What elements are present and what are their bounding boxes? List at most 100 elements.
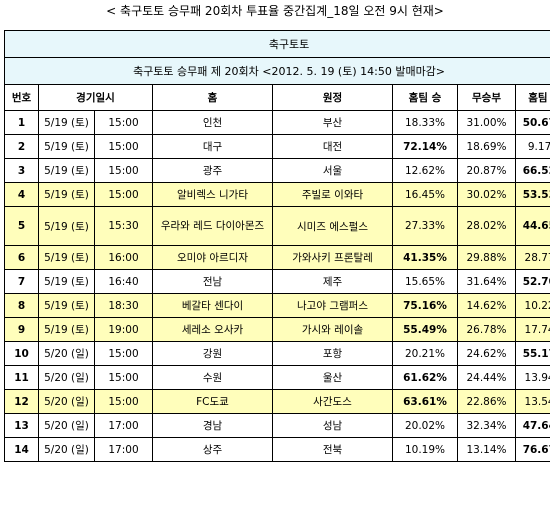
cell-home-win: 20.02% xyxy=(392,413,458,438)
cell-home-lose: 47.64% xyxy=(514,413,550,438)
cell-time: 15:00 xyxy=(94,134,153,159)
cell-date: 5/19 (토) xyxy=(38,293,95,318)
cell-number: 9 xyxy=(4,317,39,342)
cell-draw: 31.64% xyxy=(457,269,516,294)
cell-draw: 24.62% xyxy=(457,341,516,366)
cell-number: 4 xyxy=(4,182,39,207)
cell-draw: 18.69% xyxy=(457,134,516,159)
cell-number: 12 xyxy=(4,389,39,414)
cell-date: 5/20 (일) xyxy=(38,437,95,462)
cell-draw: 30.02% xyxy=(457,182,516,207)
cell-date: 5/19 (토) xyxy=(38,317,95,342)
cell-home-team: 알비렉스 니가타 xyxy=(152,182,273,207)
table-row: 5 5/19 (토) 15:30 우라와 레드 다이아몬즈 시미즈 에스펄스 27.33%… xyxy=(4,206,550,246)
cell-home-team: 베갈타 센다이 xyxy=(152,293,273,318)
cell-home-team: 강원 xyxy=(152,341,273,366)
cell-away-team: 나고야 그램퍼스 xyxy=(272,293,393,318)
cell-home-lose: 28.77% xyxy=(514,245,550,270)
table-title: 축구토토 xyxy=(3,30,550,58)
cell-home-win: 63.61% xyxy=(392,389,458,414)
cell-time: 15:00 xyxy=(94,341,153,366)
cell-away-team: 성남 xyxy=(272,413,393,438)
cell-home-win: 16.45% xyxy=(392,182,458,207)
cell-away-team: 전북 xyxy=(272,437,393,462)
cell-home-lose: 13.54% xyxy=(514,389,550,414)
cell-away-team: 주빌로 이와타 xyxy=(272,182,393,207)
cell-home-win: 61.62% xyxy=(392,365,458,390)
cell-home-win: 55.49% xyxy=(392,317,458,342)
cell-home-lose: 66.52% xyxy=(514,158,550,183)
table-row: 125/20 (일)15:00FC도쿄사간도스63.61%22.86%13.54… xyxy=(4,389,550,414)
header-home-lose: 홈팀 패 xyxy=(514,84,550,111)
cell-number: 13 xyxy=(4,413,39,438)
cell-number: 11 xyxy=(4,365,39,390)
cell-away-team: 가와사키 프론탈레 xyxy=(272,245,393,270)
cell-home-lose: 9.17% xyxy=(514,134,550,159)
cell-number: 5 xyxy=(4,206,39,246)
cell-home-team: 대구 xyxy=(152,134,273,159)
header-no: 번호 xyxy=(4,84,39,111)
cell-number: 14 xyxy=(4,437,39,462)
cell-draw: 29.88% xyxy=(457,245,516,270)
cell-number: 3 xyxy=(4,158,39,183)
cell-time: 16:00 xyxy=(94,245,153,270)
table-row: 8 5/19 (토) 18:30 베갈타 센다이 나고야 그램퍼스 75.16% 14.62… xyxy=(4,293,550,318)
cell-date: 5/19 (토) xyxy=(38,134,95,159)
cell-number: 8 xyxy=(4,293,39,318)
cell-number: 1 xyxy=(4,110,39,135)
cell-away-team: 서울 xyxy=(272,158,393,183)
cell-home-team: 세레소 오사카 xyxy=(152,317,273,342)
cell-home-lose: 50.67% xyxy=(514,110,550,135)
header-home: 홈 xyxy=(152,84,273,111)
cell-home-win: 41.35% xyxy=(392,245,458,270)
cell-home-lose: 52.70% xyxy=(514,269,550,294)
cell-home-lose: 44.65% xyxy=(514,206,550,246)
cell-home-win: 10.19% xyxy=(392,437,458,462)
cell-date: 5/19 (토) xyxy=(38,182,95,207)
cell-time: 15:00 xyxy=(94,389,153,414)
cell-home-win: 27.33% xyxy=(392,206,458,246)
cell-home-team: FC도쿄 xyxy=(152,389,273,414)
cell-home-win: 18.33% xyxy=(392,110,458,135)
table-row: 6 5/19 (토) 16:00 오미야 아르디자 가와사키 프론탈레 41.35% 29.… xyxy=(4,245,550,270)
cell-draw: 31.00% xyxy=(457,110,516,135)
cell-away-team: 제주 xyxy=(272,269,393,294)
cell-date: 5/19 (토) xyxy=(38,158,95,183)
cell-date: 5/20 (일) xyxy=(38,365,95,390)
cell-home-lose: 17.74% xyxy=(514,317,550,342)
cell-date: 5/19 (토) xyxy=(38,110,95,135)
table-row: 4 5/19 (토) 15:00 알비렉스 니가타 주빌로 이와타 16.45% 30.02… xyxy=(4,182,550,207)
cell-away-team: 가시와 레이솔 xyxy=(272,317,393,342)
cell-number: 10 xyxy=(4,341,39,366)
header-datetime: 경기일시 xyxy=(38,84,153,111)
cell-draw: 13.14% xyxy=(457,437,516,462)
cell-home-team: 오미야 아르디자 xyxy=(152,245,273,270)
cell-time: 15:00 xyxy=(94,182,153,207)
cell-time: 17:00 xyxy=(94,437,153,462)
cell-home-team: 인천 xyxy=(152,110,273,135)
cell-home-lose: 55.17% xyxy=(514,341,550,366)
cell-time: 19:00 xyxy=(94,317,153,342)
cell-draw: 24.44% xyxy=(457,365,516,390)
cell-home-team: 경남 xyxy=(152,413,273,438)
cell-away-team: 시미즈 에스펄스 xyxy=(272,206,393,246)
header-home-win: 홈팀 승 xyxy=(392,84,458,111)
cell-draw: 26.78% xyxy=(457,317,516,342)
cell-away-team: 사간도스 xyxy=(272,389,393,414)
cell-draw: 32.34% xyxy=(457,413,516,438)
cell-time: 16:40 xyxy=(94,269,153,294)
cell-date: 5/19 (토) xyxy=(38,269,95,294)
header-away: 원정 xyxy=(272,84,393,111)
cell-home-win: 15.65% xyxy=(392,269,458,294)
cell-home-lose: 76.67% xyxy=(514,437,550,462)
vote-rate-table: 축구토토 축구토토 승무패 제 20회차 <2012. 5. 19 (토) 14… xyxy=(3,30,550,462)
cell-date: 5/19 (토) xyxy=(38,206,95,246)
cell-home-team: 수원 xyxy=(152,365,273,390)
